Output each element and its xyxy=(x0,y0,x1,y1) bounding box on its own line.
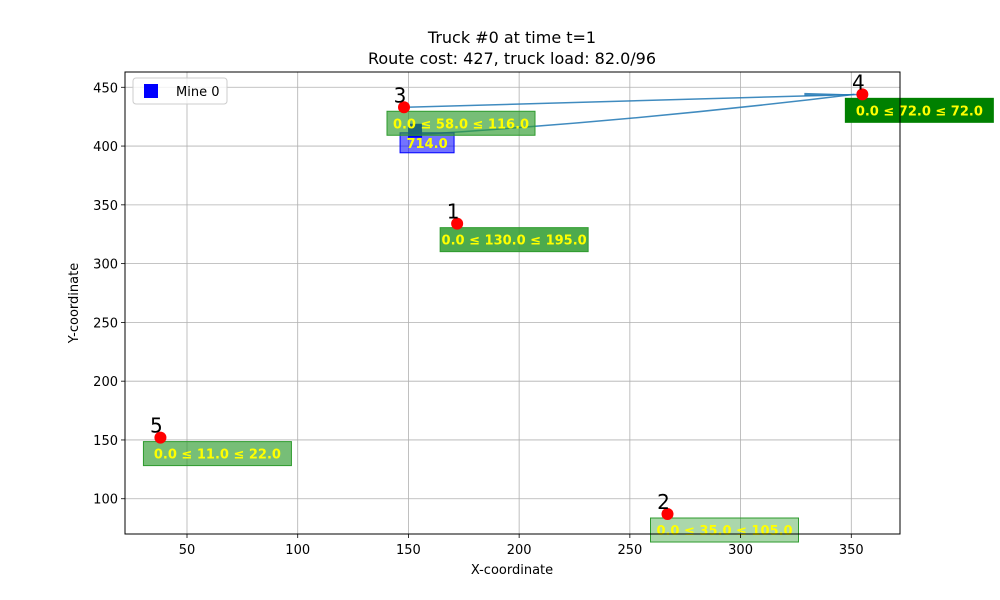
y-tick-label: 100 xyxy=(93,493,118,508)
x-tick-label: 150 xyxy=(396,543,421,558)
node-bound-label: 0.0 ≤ 11.0 ≤ 22.0 xyxy=(154,448,281,463)
legend: Mine 0 xyxy=(132,77,228,105)
node-bound-box xyxy=(386,110,536,136)
x-tick-label: 300 xyxy=(728,543,753,558)
node-marker xyxy=(398,101,410,114)
node-bound-box xyxy=(844,97,994,123)
x-tick-label: 50 xyxy=(179,543,196,558)
chart-title: Truck #0 at time t=1 xyxy=(427,28,596,47)
route-segment xyxy=(405,93,863,109)
grid xyxy=(125,72,900,534)
route-arrow xyxy=(804,92,857,96)
y-tick-label: 150 xyxy=(93,434,118,449)
node-number: 3 xyxy=(394,83,407,107)
nodes: 714.0 0.0 ≤ 130.0 ≤ 195.0 1 0.0 ≤ 35.0 ≤ 10… xyxy=(142,70,994,543)
node-bound-box xyxy=(650,517,799,543)
node-number: 2 xyxy=(657,490,670,514)
node-marker xyxy=(661,508,674,521)
chart-subtitle: Route cost: 427, truck load: 82.0/96 xyxy=(368,49,656,68)
y-axis-label: Y-coordinate xyxy=(67,263,82,344)
legend-marker-mine xyxy=(144,84,158,98)
legend-label-mine: Mine 0 xyxy=(176,85,219,100)
plot-frame xyxy=(124,71,901,535)
node-number: 1 xyxy=(447,200,460,224)
y-tick-label: 350 xyxy=(93,199,118,214)
node-bound-label: 0.0 ≤ 58.0 ≤ 116.0 xyxy=(393,117,529,132)
node-number: 4 xyxy=(852,70,865,94)
x-tick-label: 250 xyxy=(617,543,642,558)
node-number: 5 xyxy=(150,414,163,438)
axis-ticks: 50 100 150 200 250 300 350 100 150 200 250 300 350 40… xyxy=(93,81,864,558)
node-bound-box xyxy=(439,227,589,253)
x-axis-label: X-coordinate xyxy=(471,563,553,578)
node-marker xyxy=(856,88,869,101)
y-tick-label: 450 xyxy=(93,81,118,96)
mine-value-label: 714.0 xyxy=(407,137,448,152)
node-bound-label: 0.0 ≤ 35.0 ≤ 105.0 xyxy=(656,524,792,539)
node-marker xyxy=(451,217,464,230)
x-tick-label: 200 xyxy=(507,543,532,558)
y-tick-label: 250 xyxy=(93,316,118,331)
node-marker xyxy=(154,431,167,444)
x-tick-label: 350 xyxy=(839,543,864,558)
node-bound-box xyxy=(142,441,292,467)
y-tick-label: 300 xyxy=(93,258,118,273)
node-bound-label: 0.0 ≤ 130.0 ≤ 195.0 xyxy=(442,234,587,249)
x-tick-label: 100 xyxy=(285,543,310,558)
y-tick-label: 400 xyxy=(93,140,118,155)
y-tick-label: 200 xyxy=(93,375,118,390)
node-bound-label: 0.0 ≤ 72.0 ≤ 72.0 xyxy=(856,104,983,119)
